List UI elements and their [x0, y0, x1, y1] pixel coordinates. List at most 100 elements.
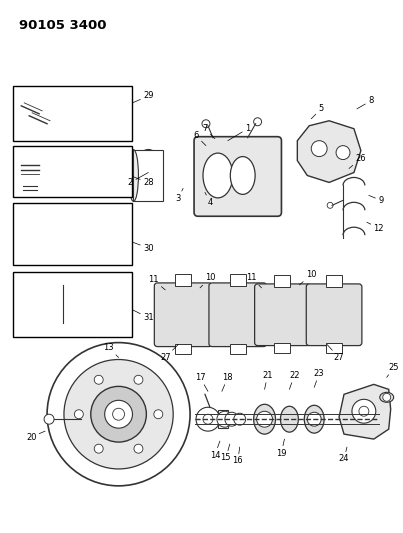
Text: 15: 15: [220, 444, 231, 463]
Circle shape: [383, 393, 391, 401]
Text: 25: 25: [387, 363, 399, 377]
Bar: [175, 274, 191, 286]
Text: 3: 3: [175, 188, 183, 203]
Bar: [133, 150, 163, 201]
Circle shape: [112, 408, 125, 420]
Ellipse shape: [304, 405, 324, 433]
Text: 4: 4: [205, 192, 212, 207]
Text: 20: 20: [26, 431, 45, 442]
FancyBboxPatch shape: [154, 283, 212, 346]
Text: 13: 13: [103, 343, 118, 358]
Polygon shape: [339, 384, 391, 439]
Circle shape: [64, 360, 173, 469]
Circle shape: [327, 203, 333, 208]
Circle shape: [105, 400, 133, 428]
FancyBboxPatch shape: [306, 284, 362, 345]
Text: 10: 10: [200, 273, 215, 288]
Text: 30: 30: [133, 242, 154, 253]
Circle shape: [202, 120, 210, 128]
Text: 12: 12: [367, 222, 384, 233]
Circle shape: [352, 399, 376, 423]
Circle shape: [79, 284, 118, 324]
Bar: [13, 86, 133, 141]
Circle shape: [257, 411, 272, 427]
Text: 29: 29: [133, 91, 154, 103]
Circle shape: [87, 292, 111, 316]
Text: 11: 11: [246, 273, 262, 288]
Text: 9: 9: [369, 196, 383, 205]
Circle shape: [253, 118, 262, 126]
Circle shape: [307, 412, 321, 426]
Text: 23: 23: [314, 369, 324, 387]
Circle shape: [94, 375, 103, 384]
Ellipse shape: [380, 392, 394, 402]
Text: 18: 18: [222, 373, 233, 391]
Bar: [230, 344, 246, 353]
Bar: [21, 285, 63, 322]
Bar: [326, 275, 342, 287]
Circle shape: [359, 406, 369, 416]
Text: 31: 31: [133, 310, 154, 322]
Circle shape: [44, 414, 54, 424]
Circle shape: [72, 215, 110, 253]
Circle shape: [29, 214, 69, 254]
Circle shape: [94, 444, 103, 453]
Ellipse shape: [15, 285, 27, 322]
Bar: [274, 275, 291, 287]
Circle shape: [203, 414, 213, 424]
Bar: [58, 163, 63, 171]
Circle shape: [134, 444, 143, 453]
Text: 27: 27: [160, 345, 178, 362]
Text: 6: 6: [193, 131, 206, 146]
Circle shape: [75, 410, 83, 419]
Bar: [71, 109, 85, 118]
Bar: [56, 159, 65, 173]
Ellipse shape: [253, 404, 276, 434]
Circle shape: [154, 410, 163, 419]
Bar: [218, 410, 228, 428]
Circle shape: [134, 375, 143, 384]
Bar: [230, 274, 246, 286]
Bar: [13, 203, 133, 265]
Circle shape: [336, 146, 350, 159]
Ellipse shape: [133, 150, 163, 201]
Text: 28: 28: [133, 176, 154, 187]
Ellipse shape: [57, 285, 69, 322]
Text: 11: 11: [148, 276, 165, 290]
Text: 90105 3400: 90105 3400: [19, 19, 107, 33]
FancyBboxPatch shape: [255, 284, 310, 345]
Text: 7: 7: [202, 124, 215, 139]
Bar: [73, 111, 83, 116]
Text: 5: 5: [311, 104, 324, 119]
Ellipse shape: [203, 153, 233, 198]
Bar: [274, 343, 291, 352]
Circle shape: [217, 411, 233, 427]
Circle shape: [196, 407, 220, 431]
Text: 2: 2: [128, 173, 148, 187]
Text: 26: 26: [349, 154, 366, 168]
Text: 8: 8: [357, 96, 374, 109]
Text: 16: 16: [233, 447, 243, 465]
Circle shape: [225, 412, 239, 426]
Circle shape: [37, 222, 61, 246]
Text: 22: 22: [289, 371, 299, 389]
Bar: [13, 272, 133, 337]
Text: 1: 1: [228, 124, 250, 141]
FancyBboxPatch shape: [194, 136, 281, 216]
Circle shape: [234, 413, 246, 425]
Circle shape: [47, 343, 190, 486]
Ellipse shape: [129, 150, 139, 201]
Text: 21: 21: [262, 371, 273, 389]
Text: 24: 24: [339, 447, 349, 464]
FancyBboxPatch shape: [209, 283, 266, 346]
Bar: [13, 146, 133, 197]
Circle shape: [91, 386, 146, 442]
Text: 27: 27: [327, 345, 344, 362]
Text: 14: 14: [210, 441, 220, 459]
Text: 17: 17: [195, 373, 208, 391]
Text: 10: 10: [299, 270, 316, 285]
Ellipse shape: [280, 406, 298, 432]
Bar: [326, 343, 342, 352]
Ellipse shape: [230, 157, 255, 195]
Bar: [175, 344, 191, 353]
